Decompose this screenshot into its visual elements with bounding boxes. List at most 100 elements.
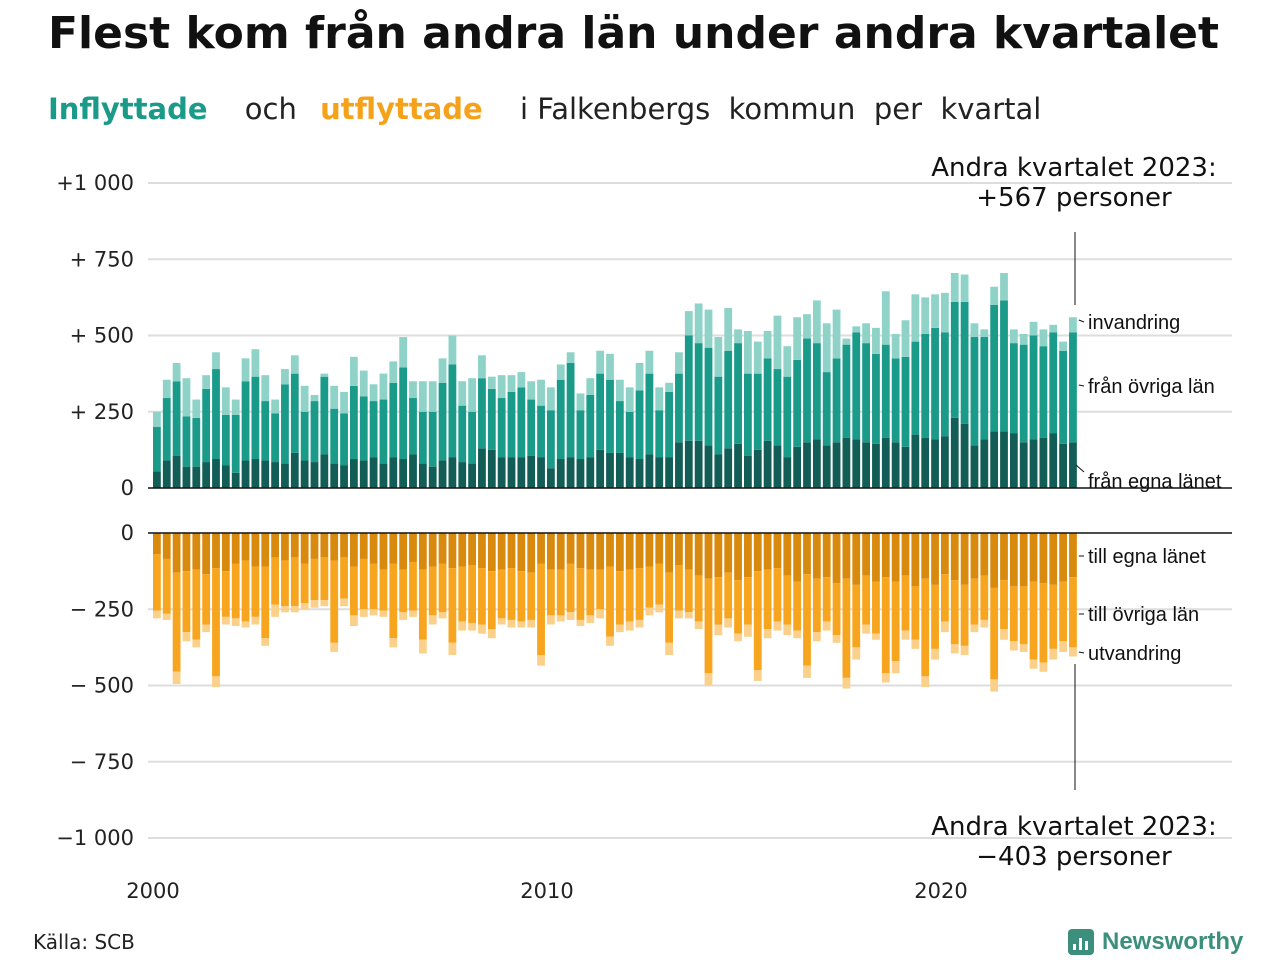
top-bar-segment xyxy=(596,373,605,450)
bottom-bar-segment xyxy=(606,533,614,567)
bottom-bar-segment xyxy=(1059,581,1067,642)
top-bar-segment xyxy=(310,394,319,402)
top-bar-segment xyxy=(1039,437,1048,488)
bottom-bar-segment xyxy=(862,533,870,576)
top-bar-segment xyxy=(970,337,979,446)
bottom-bar-segment xyxy=(891,661,900,674)
bottom-bar-segment xyxy=(881,533,890,578)
bottom-bar-segment xyxy=(458,621,467,631)
bottom-bar-segment xyxy=(832,533,841,584)
bottom-bar-segment xyxy=(153,533,161,555)
top-bar-segment xyxy=(990,431,999,488)
bottom-bar-segment xyxy=(251,616,260,625)
top-bar-segment xyxy=(379,463,388,488)
top-bar-segment xyxy=(822,323,831,373)
top-bar-segment xyxy=(271,413,279,463)
bottom-bar-segment xyxy=(350,566,358,616)
top-bar-segment xyxy=(931,294,939,328)
top-bar-segment xyxy=(842,338,851,345)
top-bar-segment xyxy=(753,341,762,374)
bottom-bar-segment xyxy=(901,533,910,576)
top-bar-segment xyxy=(162,398,171,461)
bottom-bar-segment xyxy=(438,533,447,564)
top-bar-segment xyxy=(478,378,486,449)
top-bar-segment xyxy=(290,373,299,453)
top-bar-segment xyxy=(251,349,260,377)
top-bar-segment xyxy=(704,347,713,446)
bottom-bar-segment xyxy=(497,533,506,570)
bottom-bar-segment xyxy=(832,635,841,643)
bottom-bar-segment xyxy=(960,584,969,646)
top-bar-segment xyxy=(497,375,506,399)
top-bar-segment xyxy=(734,343,742,444)
top-bar-segment xyxy=(418,411,427,464)
top-bar-segment xyxy=(1009,329,1018,344)
top-bar-segment xyxy=(576,459,585,488)
bottom-bar-segment xyxy=(576,619,585,627)
bottom-bar-segment xyxy=(428,566,437,616)
bottom-bar-segment xyxy=(901,630,910,640)
label-connector xyxy=(1078,319,1085,323)
bottom-bar-segment xyxy=(675,533,683,566)
bottom-bar-segment xyxy=(153,554,161,611)
bottom-bar-segment xyxy=(369,533,378,564)
bottom-bar-segment xyxy=(231,563,240,619)
bottom-bar-segment xyxy=(428,533,437,567)
bottom-bar-segment xyxy=(340,557,348,599)
top-bar-segment xyxy=(350,459,358,488)
top-bar-segment xyxy=(281,384,289,464)
top-bar-segment xyxy=(586,378,595,395)
bottom-bar-segment xyxy=(1009,586,1018,642)
top-bar-segment xyxy=(734,443,742,488)
bottom-bar-segment xyxy=(162,533,171,559)
bottom-bar-segment xyxy=(803,574,811,666)
bottom-bar-segment xyxy=(1000,533,1008,581)
bottom-bar-segment xyxy=(970,578,979,625)
top-bar-segment xyxy=(566,362,575,458)
bottom-bar-segment xyxy=(162,613,171,620)
top-bar-segment xyxy=(665,382,673,392)
bottom-bar-segment xyxy=(990,587,999,680)
bottom-bar-segment xyxy=(566,533,575,564)
top-bar-segment xyxy=(537,379,545,406)
bottom-bar-segment xyxy=(1009,641,1018,651)
top-bar-segment xyxy=(468,411,476,464)
bottom-bar-segment xyxy=(901,575,910,631)
newsworthy-logo: Newsworthy xyxy=(1068,924,1243,960)
top-bar-segment xyxy=(911,434,920,488)
top-bar-segment xyxy=(497,457,506,488)
bottom-bar-segment xyxy=(586,533,595,570)
bottom-bar-segment xyxy=(438,563,447,613)
top-bar-segment xyxy=(970,445,979,488)
top-bar-segment xyxy=(527,381,536,400)
label-utvandring: utvandring xyxy=(1088,643,1181,665)
bottom-bar-segment xyxy=(694,621,703,630)
bottom-bar-segment xyxy=(1049,533,1058,585)
top-bar-segment xyxy=(724,350,733,449)
top-bar-segment xyxy=(153,427,161,472)
top-bar-segment xyxy=(1000,431,1008,488)
top-bar-segment xyxy=(931,439,939,488)
top-bar-segment xyxy=(596,350,605,374)
top-bar-segment xyxy=(162,379,171,399)
bottom-bar-segment xyxy=(911,586,920,640)
bottom-bar-segment xyxy=(773,533,782,569)
top-bar-segment xyxy=(192,466,201,488)
bottom-bar-segment xyxy=(783,575,792,625)
bottom-bar-segment xyxy=(497,569,506,619)
top-bar-segment xyxy=(507,391,516,458)
top-bar-segment xyxy=(468,378,476,412)
bottom-bar-segment xyxy=(852,647,861,660)
bottom-bar-segment xyxy=(950,580,959,645)
bottom-bar-segment xyxy=(724,533,733,573)
bottom-bar-segment xyxy=(281,560,289,607)
top-bar-segment xyxy=(783,457,792,488)
bottom-bar-segment xyxy=(980,533,989,576)
bottom-bar-segment xyxy=(1059,533,1067,582)
bottom-bar-segment xyxy=(950,644,959,654)
top-bar-segment xyxy=(694,343,703,441)
bottom-bar-segment xyxy=(941,574,949,622)
bottom-bar-segment xyxy=(803,533,811,575)
top-bar-segment xyxy=(310,462,319,488)
bottom-bar-segment xyxy=(330,533,339,561)
